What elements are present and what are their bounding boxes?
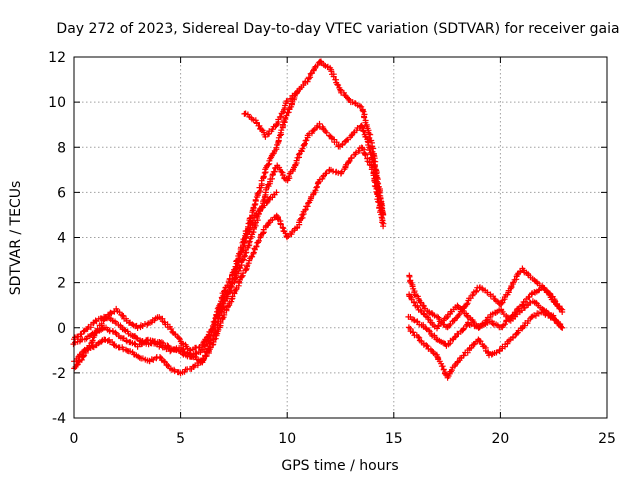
series-track-9 bbox=[241, 87, 301, 140]
y-tick-label: 6 bbox=[57, 185, 66, 201]
x-tick-label: 5 bbox=[176, 431, 185, 447]
y-tick-label: 0 bbox=[57, 321, 66, 337]
grid bbox=[74, 57, 607, 418]
series-track-2 bbox=[70, 120, 387, 366]
y-tick-label: 12 bbox=[48, 50, 66, 66]
y-tick-label: 10 bbox=[48, 95, 66, 111]
y-tick-label: 2 bbox=[57, 276, 66, 292]
x-tick-label: 0 bbox=[70, 431, 79, 447]
data-marks bbox=[70, 58, 566, 381]
x-tick-label: 25 bbox=[598, 431, 616, 447]
x-tick-label: 10 bbox=[278, 431, 296, 447]
y-tick-label: -4 bbox=[52, 411, 66, 427]
series-track-3 bbox=[71, 144, 387, 377]
y-tick-label: 8 bbox=[57, 140, 66, 156]
y-tick-label: -2 bbox=[52, 366, 66, 382]
y-axis-label: SDTVAR / TECUs bbox=[8, 181, 24, 296]
series-track-8 bbox=[405, 308, 566, 381]
plot-frame bbox=[73, 56, 608, 419]
x-tick-label: 20 bbox=[491, 431, 509, 447]
x-tick-label: 15 bbox=[385, 431, 403, 447]
series-track-4 bbox=[71, 189, 280, 372]
axis-ticks: 0 5 10 15 20 25 -4 -2 0 2 4 6 8 10 12 bbox=[48, 50, 616, 447]
chart-title: Day 272 of 2023, Sidereal Day-to-day VTE… bbox=[56, 21, 619, 37]
series-track-7 bbox=[405, 298, 566, 349]
x-axis-label: GPS time / hours bbox=[281, 458, 398, 474]
y-tick-label: 4 bbox=[57, 231, 66, 247]
